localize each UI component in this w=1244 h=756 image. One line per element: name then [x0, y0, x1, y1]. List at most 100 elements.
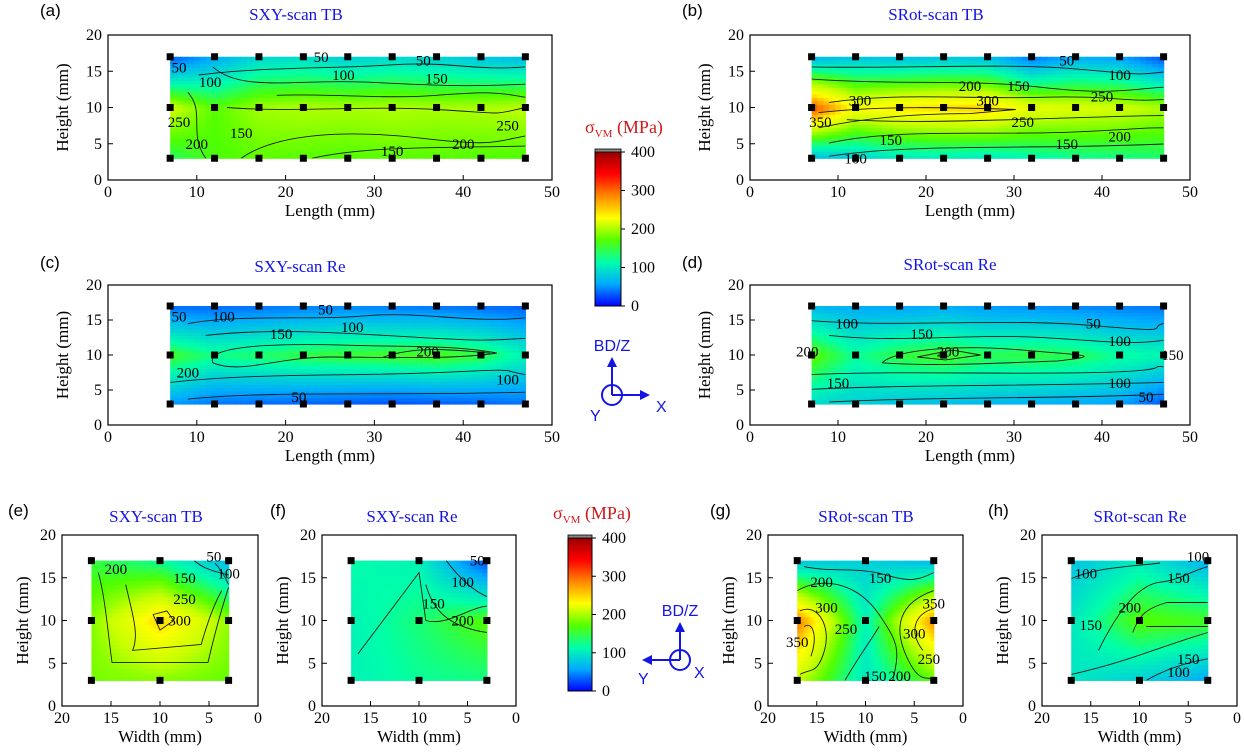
measurement-point: [211, 302, 219, 310]
measurement-point: [808, 53, 816, 61]
measurement-point: [521, 154, 529, 162]
contour-label: 200: [451, 614, 474, 630]
x-tick-label: 10: [830, 429, 846, 446]
contour-label: 350: [786, 635, 809, 651]
measurement-point: [521, 351, 529, 359]
measurement-point: [1116, 400, 1124, 408]
y-tick-label: 20: [1020, 527, 1036, 544]
contour-label: 150: [869, 571, 892, 587]
measurement-point: [388, 302, 396, 310]
x-tick-label: 20: [918, 184, 934, 201]
contour-line: [811, 381, 1164, 390]
measurement-points: [166, 302, 529, 408]
contour-lines: [811, 65, 1164, 157]
x-axis-label: Width (mm): [118, 727, 202, 746]
contour-label: 50: [172, 310, 187, 326]
measurement-point: [255, 302, 263, 310]
y-tick-label: 0: [48, 698, 56, 715]
measurement-points: [1067, 557, 1212, 684]
y-tick-label: 0: [1028, 698, 1036, 715]
measurement-point: [433, 154, 441, 162]
contour-line: [357, 571, 487, 655]
y-tick-label: 5: [94, 136, 102, 153]
measurement-point: [344, 53, 352, 61]
colorbar-tick-label: 400: [631, 144, 655, 161]
measurement-point: [1116, 154, 1124, 162]
y-tick-label: 15: [86, 312, 102, 329]
panel-title: SXY-scan TB: [109, 507, 203, 526]
contour-label: 100: [199, 75, 222, 91]
colorbar-cap: [594, 148, 622, 153]
measurement-point: [433, 104, 441, 111]
measurement-point: [940, 302, 948, 310]
x-tick-label: 20: [278, 184, 294, 201]
measurement-point: [1067, 557, 1075, 565]
contour-label: 50: [416, 53, 431, 69]
x-tick-label: 30: [366, 184, 382, 201]
y-tick-label: 0: [94, 172, 102, 189]
x-tick-label: 5: [910, 710, 918, 727]
x-axis-label: Width (mm): [1098, 727, 1182, 746]
contour-label: 150: [1177, 652, 1200, 668]
contour-label: 150: [173, 571, 196, 587]
measurement-point: [299, 400, 307, 408]
measurement-points: [87, 557, 233, 684]
measurement-point: [1160, 154, 1168, 162]
contour-line: [818, 107, 1016, 129]
contour-line: [844, 626, 880, 681]
x-tick-label: 15: [363, 710, 379, 727]
y-tick-label: 0: [736, 417, 744, 434]
measurement-point: [940, 351, 948, 359]
contour-label: 150: [1161, 348, 1184, 364]
panel-label: (d): [682, 253, 703, 272]
contour-label: 250: [835, 622, 858, 638]
measurement-point: [299, 154, 307, 162]
measurement-point: [166, 154, 174, 162]
measurement-point: [166, 351, 174, 359]
contour-lines: [357, 560, 487, 655]
panel-label: (c): [40, 253, 60, 272]
contour-lines: [170, 314, 526, 400]
colorbar-tick-label: 0: [631, 298, 639, 315]
contour-label: 200: [416, 345, 439, 361]
colorbar-cap: [567, 534, 593, 539]
axis-indicator: BD/Z Y X: [638, 603, 705, 688]
measurement-point: [1028, 53, 1036, 61]
contour-line: [881, 347, 1085, 365]
contour-label: 300: [849, 93, 872, 109]
x-axis-label: Length (mm): [285, 446, 375, 465]
measurement-point: [808, 104, 816, 111]
measurement-point: [1067, 617, 1075, 624]
x-axis-label: Length (mm): [285, 201, 375, 220]
measurement-point: [1160, 351, 1168, 359]
x-tick-label: 15: [103, 710, 119, 727]
heatmap-fill: [1071, 560, 1209, 681]
colorbar-tick-label: 100: [631, 260, 655, 277]
measurement-point: [87, 676, 95, 684]
colorbar-label: σVM (MPa): [553, 503, 631, 526]
measurement-point: [388, 53, 396, 61]
measurement-point: [299, 104, 307, 111]
contour-label: 250: [173, 592, 196, 608]
contour-label: 50: [314, 50, 329, 66]
x-axis-label: Length (mm): [925, 201, 1015, 220]
contour-label: 150: [270, 327, 293, 343]
measurement-point: [896, 400, 904, 408]
contour-line: [194, 560, 229, 576]
contour-lines: [1071, 562, 1208, 681]
measurement-point: [793, 617, 801, 624]
measurement-point: [299, 302, 307, 310]
measurement-point: [1116, 53, 1124, 61]
measurement-point: [388, 351, 396, 359]
measurement-points: [347, 557, 491, 684]
colorbar-gradient: [567, 537, 593, 692]
measurement-point: [477, 400, 485, 408]
measurement-point: [211, 53, 219, 61]
contour-line: [1071, 562, 1161, 580]
heatmap-fill: [351, 560, 488, 681]
measurement-point: [433, 400, 441, 408]
measurement-point: [1204, 557, 1212, 565]
contour-line: [1146, 658, 1208, 681]
measurement-point: [808, 351, 816, 359]
measurement-point: [166, 302, 174, 310]
